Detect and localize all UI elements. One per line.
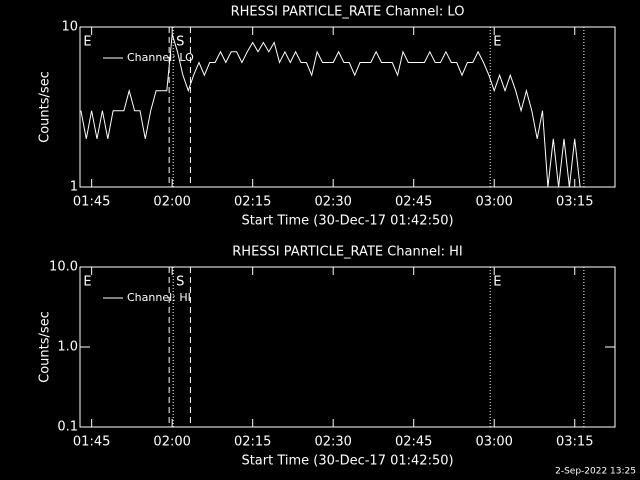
x-tick-label: 03:15 [556, 435, 593, 450]
y-axis-label: Counts/sec [38, 311, 53, 383]
event-marker: E [83, 275, 91, 290]
y-tick-label: 0.1 [57, 420, 78, 435]
data-line [80, 34, 581, 187]
event-marker: E [493, 35, 501, 50]
x-tick-label: 02:00 [153, 195, 190, 210]
x-tick-label: 03:00 [475, 435, 512, 450]
x-tick-label: 02:45 [395, 435, 432, 450]
legend-label: Channel: HI [127, 291, 191, 304]
y-axis-label: Counts/sec [38, 71, 53, 143]
x-axis-label: Start Time (30-Dec-17 01:42:50) [241, 454, 453, 469]
x-tick-label: 02:00 [153, 435, 190, 450]
event-marker: E [83, 35, 91, 50]
x-tick-label: 01:45 [73, 435, 110, 450]
x-tick-label: 03:00 [475, 195, 512, 210]
x-tick-label: 02:15 [234, 435, 271, 450]
legend-label: Channel: LO [127, 51, 194, 64]
x-tick-label: 02:30 [314, 195, 351, 210]
y-tick-label: 1 [70, 180, 78, 195]
x-tick-label: 01:45 [73, 195, 110, 210]
event-marker: S [176, 35, 184, 50]
footer: 2-Sep-2022 13:25 [555, 467, 636, 477]
event-marker: S [176, 275, 184, 290]
x-tick-label: 03:15 [556, 195, 593, 210]
chart-title: RHESSI PARTICLE_RATE Channel: LO [231, 5, 465, 20]
x-tick-label: 02:30 [314, 435, 351, 450]
y-tick-label: 1.0 [57, 340, 78, 355]
x-tick-label: 02:45 [395, 195, 432, 210]
y-tick-label: 10 [61, 20, 78, 35]
x-tick-label: 02:15 [234, 195, 271, 210]
y-tick-label: 10.0 [49, 260, 78, 275]
event-marker: E [493, 275, 501, 290]
x-axis-label: Start Time (30-Dec-17 01:42:50) [241, 214, 453, 229]
chart-title: RHESSI PARTICLE_RATE Channel: HI [232, 245, 462, 260]
plot-frame [79, 26, 616, 188]
